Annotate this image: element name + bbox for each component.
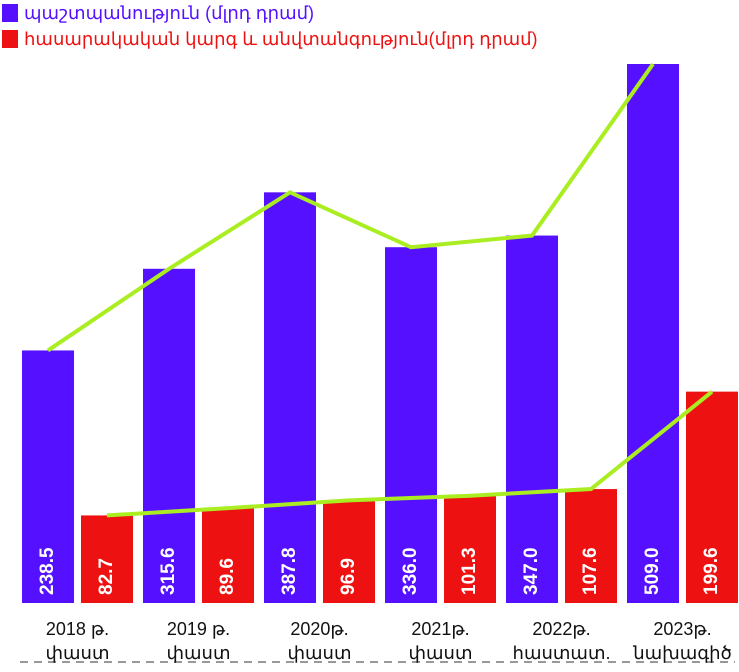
bar [385, 247, 437, 603]
x-tick-label: փաստ [46, 643, 110, 663]
legend-swatch [2, 4, 18, 22]
value-label: 347.0 [521, 547, 542, 595]
x-tick-label: հաստատ. [513, 643, 611, 663]
x-tick-label: փաստ [167, 643, 231, 663]
bar [143, 268, 195, 603]
trend-line [46, 62, 655, 353]
value-label: 107.6 [580, 547, 601, 595]
value-label: 315.6 [158, 547, 179, 595]
bar [686, 391, 738, 603]
legend-swatch [2, 30, 18, 48]
bar [627, 64, 679, 603]
x-tick-label: 2022թ. [532, 619, 590, 639]
value-label: 82.7 [96, 558, 117, 595]
value-label: 238.5 [37, 547, 58, 595]
x-tick-label: 2018 թ. [46, 619, 109, 639]
x-tick-label: փաստ [409, 643, 473, 663]
bar [81, 515, 133, 603]
x-tick-label: 2021թ. [411, 619, 469, 639]
value-label: 96.9 [338, 558, 359, 595]
bar [323, 500, 375, 603]
x-tick-label: փաստ [288, 643, 352, 663]
x-tick-label: 2019 թ. [167, 619, 230, 639]
bar [22, 350, 74, 603]
legend-label: պաշտպանություն (մլրդ դրամ) [24, 3, 314, 23]
legend-label: հասարակական կարգ և անվտանգություն(մլրդ դ… [24, 29, 538, 49]
value-label: 387.8 [279, 547, 300, 595]
value-label: 509.0 [642, 547, 663, 595]
bar [264, 192, 316, 603]
bar [565, 489, 617, 603]
value-label: 199.6 [701, 547, 722, 595]
x-tick-label: 2023թ. [653, 619, 711, 639]
value-label: 89.6 [217, 558, 238, 595]
trend-line [106, 390, 714, 518]
bar [506, 235, 558, 603]
x-tick-label: նախագիծ [632, 643, 732, 663]
x-tick-label: 2020թ. [290, 619, 348, 639]
value-label: 336.0 [400, 547, 421, 595]
bar [444, 495, 496, 603]
value-label: 101.3 [459, 547, 480, 595]
bar [202, 508, 254, 603]
